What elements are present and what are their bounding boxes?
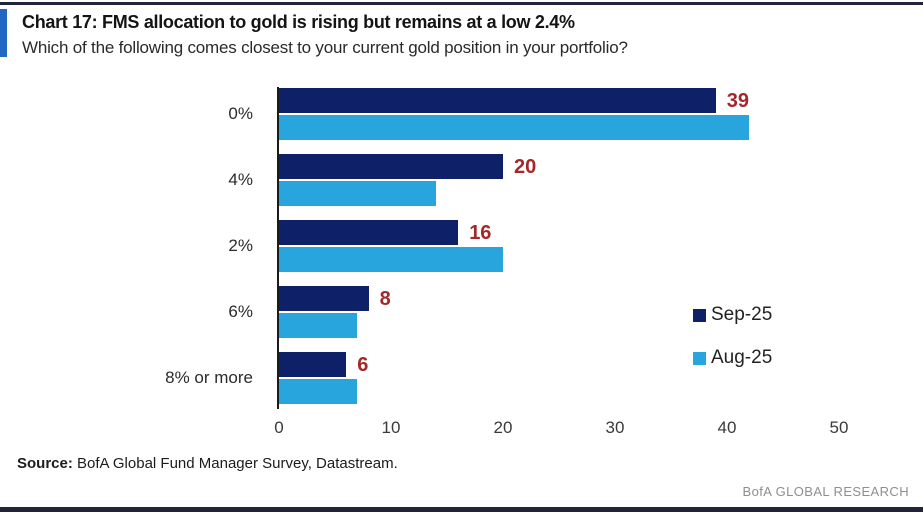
chart-row: 0% 39	[0, 88, 860, 140]
bar-group: 16	[279, 220, 860, 272]
source-label: Source:	[17, 455, 73, 472]
category-label: 0%	[228, 104, 253, 123]
bar-sep25	[279, 286, 369, 311]
bar-sep25	[279, 88, 716, 113]
x-tick-label: 0	[274, 418, 284, 437]
bar-line-sep25: 20	[279, 154, 860, 179]
legend-swatch	[693, 308, 706, 322]
category-label: 6%	[228, 302, 253, 321]
bar-line-aug25	[279, 379, 860, 404]
bar-sep25	[279, 352, 347, 377]
value-label: 6	[357, 353, 369, 376]
title-accent-bar	[0, 9, 7, 57]
x-tick-label: 20	[493, 418, 513, 437]
chart-row: 8% or more 6	[0, 352, 860, 404]
y-axis-line	[277, 87, 279, 409]
legend: Sep-25 Aug-25	[693, 303, 772, 389]
plot-rows: 0% 39 4% 20 2% 16 6% 8 8% or more 6	[0, 88, 860, 418]
top-divider	[0, 2, 923, 5]
x-axis: 0 10 20 30 40 50	[274, 418, 848, 442]
bar-aug25	[279, 247, 503, 272]
brand-label: BofA GLOBAL RESEARCH	[742, 484, 909, 499]
value-label: 39	[726, 89, 750, 112]
bar-chart: 0% 39 4% 20 2% 16 6% 8 8% or more 6 0 10 20 30 40 50 S…	[0, 87, 923, 448]
chart-row: 2% 16	[0, 220, 860, 272]
category-label: 4%	[228, 170, 253, 189]
legend-item: Sep-25	[693, 303, 772, 327]
chart-title: Chart 17: FMS allocation to gold is risi…	[22, 12, 575, 32]
bar-aug25	[279, 379, 358, 404]
value-label: 20	[514, 155, 537, 178]
x-tick-label: 50	[829, 418, 849, 437]
bar-line-aug25	[279, 115, 860, 140]
x-tick-label: 40	[717, 418, 737, 437]
bar-aug25	[279, 181, 436, 206]
bar-line-sep25: 39	[279, 88, 860, 113]
legend-swatch	[693, 351, 706, 365]
category-label: 2%	[228, 236, 253, 255]
bar-line-aug25	[279, 181, 860, 206]
bar-aug25	[279, 313, 358, 338]
x-tick-label: 30	[605, 418, 625, 437]
bar-line-sep25: 6	[279, 352, 860, 377]
bar-aug25	[279, 115, 750, 140]
bar-group: 39	[279, 88, 860, 140]
chart-header: Chart 17: FMS allocation to gold is risi…	[22, 11, 913, 58]
bar-sep25	[279, 220, 459, 245]
category-label: 8% or more	[165, 368, 253, 387]
bar-group: 20	[279, 154, 860, 206]
legend-item: Aug-25	[693, 346, 772, 370]
bar-line-aug25	[279, 247, 860, 272]
value-label: 16	[469, 221, 492, 244]
legend-label: Aug-25	[711, 347, 773, 368]
chart-row: 6% 8	[0, 286, 860, 338]
bar-line-sep25: 8	[279, 286, 860, 311]
bar-group: 6	[279, 352, 860, 404]
x-tick-label: 10	[381, 418, 401, 437]
bar-line-sep25: 16	[279, 220, 860, 245]
source-note: Source: BofA Global Fund Manager Survey,…	[17, 455, 398, 472]
bar-sep25	[279, 154, 503, 179]
chart-row: 4% 20	[0, 154, 860, 206]
bottom-divider	[0, 507, 923, 512]
value-label: 8	[379, 287, 391, 310]
source-text: BofA Global Fund Manager Survey, Datastr…	[72, 455, 398, 472]
chart-subtitle: Which of the following comes closest to …	[22, 37, 628, 57]
legend-label: Sep-25	[711, 304, 773, 325]
bar-group: 8	[279, 286, 860, 338]
bar-line-aug25	[279, 313, 860, 338]
